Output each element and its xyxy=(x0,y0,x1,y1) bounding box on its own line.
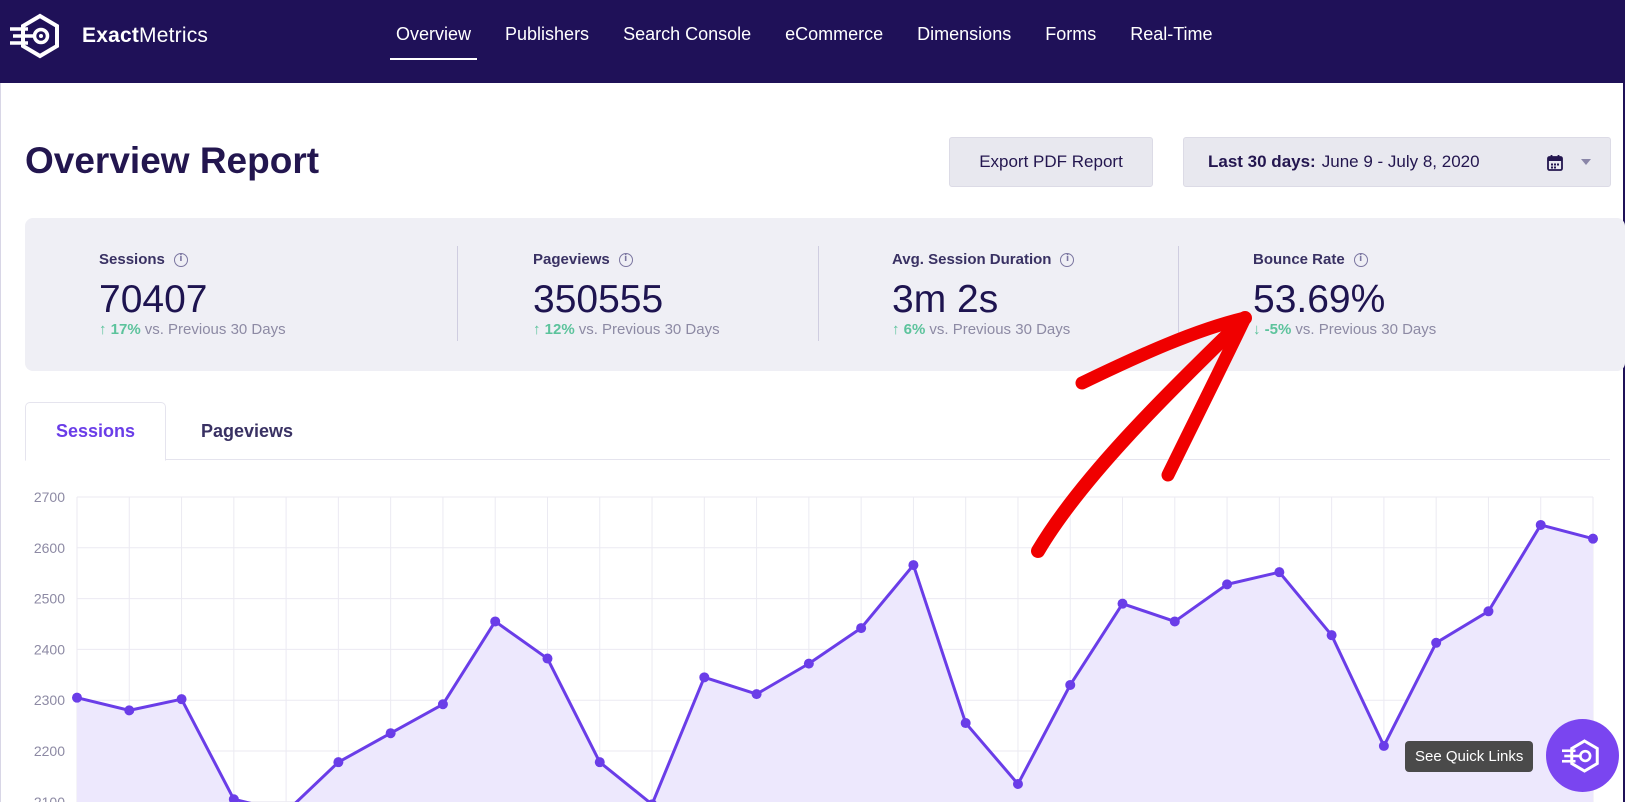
chart-tabs: Sessions Pageviews xyxy=(25,402,1610,461)
chart-data-point[interactable] xyxy=(594,757,605,768)
stat-value: 3m 2s xyxy=(892,278,999,321)
chart-data-point[interactable] xyxy=(1588,533,1598,544)
info-icon[interactable]: i xyxy=(1353,252,1368,267)
page-edge-left xyxy=(0,83,1,802)
chart-data-point[interactable] xyxy=(542,653,553,664)
chart-data-point[interactable] xyxy=(647,799,657,802)
chart-series-line xyxy=(76,523,1594,802)
stat-change: ↓ -5% vs. Previous 30 Days xyxy=(1253,321,1437,338)
stat-change: ↑ 12% vs. Previous 30 Days xyxy=(533,321,720,338)
chart-y-axis: 2700 2600 2500 2400 2300 2200 2100 xyxy=(34,489,65,802)
chart-points xyxy=(72,519,1598,802)
chart-data-point[interactable] xyxy=(1535,519,1546,530)
calendar-icon xyxy=(1547,155,1563,171)
chart-data-point[interactable] xyxy=(1065,679,1076,690)
page-title: Overview Report xyxy=(25,140,320,181)
chart-data-point[interactable] xyxy=(1117,598,1128,609)
chart-data-point[interactable] xyxy=(1012,779,1023,790)
chevron-down-icon xyxy=(1581,159,1591,165)
info-icon[interactable]: i xyxy=(173,252,188,267)
stat-label: Sessions i xyxy=(99,251,188,268)
chart-y-tick-label: 2200 xyxy=(34,743,65,759)
nav-publishers[interactable]: Publishers xyxy=(505,24,590,44)
tab-sessions[interactable]: Sessions xyxy=(25,402,166,461)
chart-data-point[interactable] xyxy=(490,616,501,627)
date-range-picker[interactable]: Last 30 days: June 9 - July 8, 2020 xyxy=(1183,137,1611,187)
chart-y-tick-label: 2600 xyxy=(34,540,65,556)
nav-search-console[interactable]: Search Console xyxy=(623,24,752,44)
export-pdf-button[interactable]: Export PDF Report xyxy=(949,137,1153,187)
arrow-up-icon: ↑ xyxy=(99,321,111,338)
chart-y-tick-label: 2500 xyxy=(34,591,65,607)
nav-ecommerce[interactable]: eCommerce xyxy=(785,24,884,44)
stat-divider xyxy=(457,246,458,341)
chart-data-point[interactable] xyxy=(228,794,239,802)
exactmetrics-logo-icon xyxy=(1561,738,1599,773)
chart-y-tick-label: 2100 xyxy=(34,794,65,802)
nav-dimensions[interactable]: Dimensions xyxy=(917,24,1012,44)
stat-label: Avg. Session Duration i xyxy=(892,251,1075,268)
chart-data-point[interactable] xyxy=(333,757,344,768)
sessions-chart: 2700 2600 2500 2400 2300 2200 2100 xyxy=(34,489,1598,802)
quick-links-button[interactable] xyxy=(1546,719,1619,792)
chart-data-point[interactable] xyxy=(437,699,448,710)
date-range-value: June 9 - July 8, 2020 xyxy=(1321,152,1480,171)
arrow-up-icon: ↑ xyxy=(892,321,904,338)
stat-divider xyxy=(818,246,819,341)
page-edge-right xyxy=(1623,83,1625,802)
nav-forms[interactable]: Forms xyxy=(1045,24,1097,44)
stat-value: 70407 xyxy=(99,278,208,321)
nav-overview[interactable]: Overview xyxy=(389,0,478,83)
chart-data-point[interactable] xyxy=(803,658,814,669)
chart-data-point[interactable] xyxy=(1169,616,1180,627)
brand-name: ExactMetrics xyxy=(82,24,209,47)
chart-data-point[interactable] xyxy=(856,623,867,634)
stat-value: 53.69% xyxy=(1253,278,1386,321)
chart-data-point[interactable] xyxy=(1326,630,1337,641)
stat-divider xyxy=(1178,246,1179,341)
main-nav: Overview Publishers Search Console eComm… xyxy=(389,0,1247,83)
chart-data-point[interactable] xyxy=(1483,606,1494,617)
chart-data-point[interactable] xyxy=(72,692,82,703)
info-icon[interactable]: i xyxy=(618,252,633,267)
chart-area-fill xyxy=(77,524,1593,802)
chart-data-point[interactable] xyxy=(1431,637,1442,648)
chart-data-point[interactable] xyxy=(751,689,762,700)
stat-value: 350555 xyxy=(533,278,664,321)
exactmetrics-logo-icon xyxy=(10,13,59,59)
chart-data-point[interactable] xyxy=(1222,579,1233,590)
chart-data-point[interactable] xyxy=(960,718,971,729)
nav-real-time[interactable]: Real-Time xyxy=(1130,24,1213,44)
chart-data-point[interactable] xyxy=(385,728,396,739)
chart-data-point[interactable] xyxy=(176,694,187,705)
chart-data-point[interactable] xyxy=(1378,740,1389,751)
chart-y-tick-label: 2400 xyxy=(34,641,65,657)
chart-y-tick-label: 2300 xyxy=(34,692,65,708)
chart-y-tick-label: 2700 xyxy=(34,489,65,505)
stat-change: ↑ 6% vs. Previous 30 Days xyxy=(892,321,1071,338)
brand-logo[interactable]: ExactMetrics xyxy=(10,12,208,60)
chart-data-point[interactable] xyxy=(699,672,710,683)
top-nav-bar: ExactMetrics Overview Publishers Search … xyxy=(0,0,1625,83)
stat-label: Pageviews i xyxy=(533,251,633,268)
chart-data-point[interactable] xyxy=(124,705,135,716)
chart-data-point[interactable] xyxy=(908,560,919,571)
tab-pageviews[interactable]: Pageviews xyxy=(200,420,294,441)
quick-links-tooltip: See Quick Links xyxy=(1405,741,1534,772)
arrow-up-icon: ↑ xyxy=(533,321,545,338)
stats-panel: Sessions i 70407 ↑ 17% vs. Previous 30 Day… xyxy=(25,218,1625,371)
stat-change: ↑ 17% vs. Previous 30 Days xyxy=(99,321,286,338)
date-range-label: Last 30 days: xyxy=(1208,152,1316,171)
arrow-down-icon: ↓ xyxy=(1253,321,1265,338)
chart-data-point[interactable] xyxy=(1274,567,1285,578)
info-icon[interactable]: i xyxy=(1060,252,1075,267)
stat-label: Bounce Rate i xyxy=(1253,251,1368,268)
